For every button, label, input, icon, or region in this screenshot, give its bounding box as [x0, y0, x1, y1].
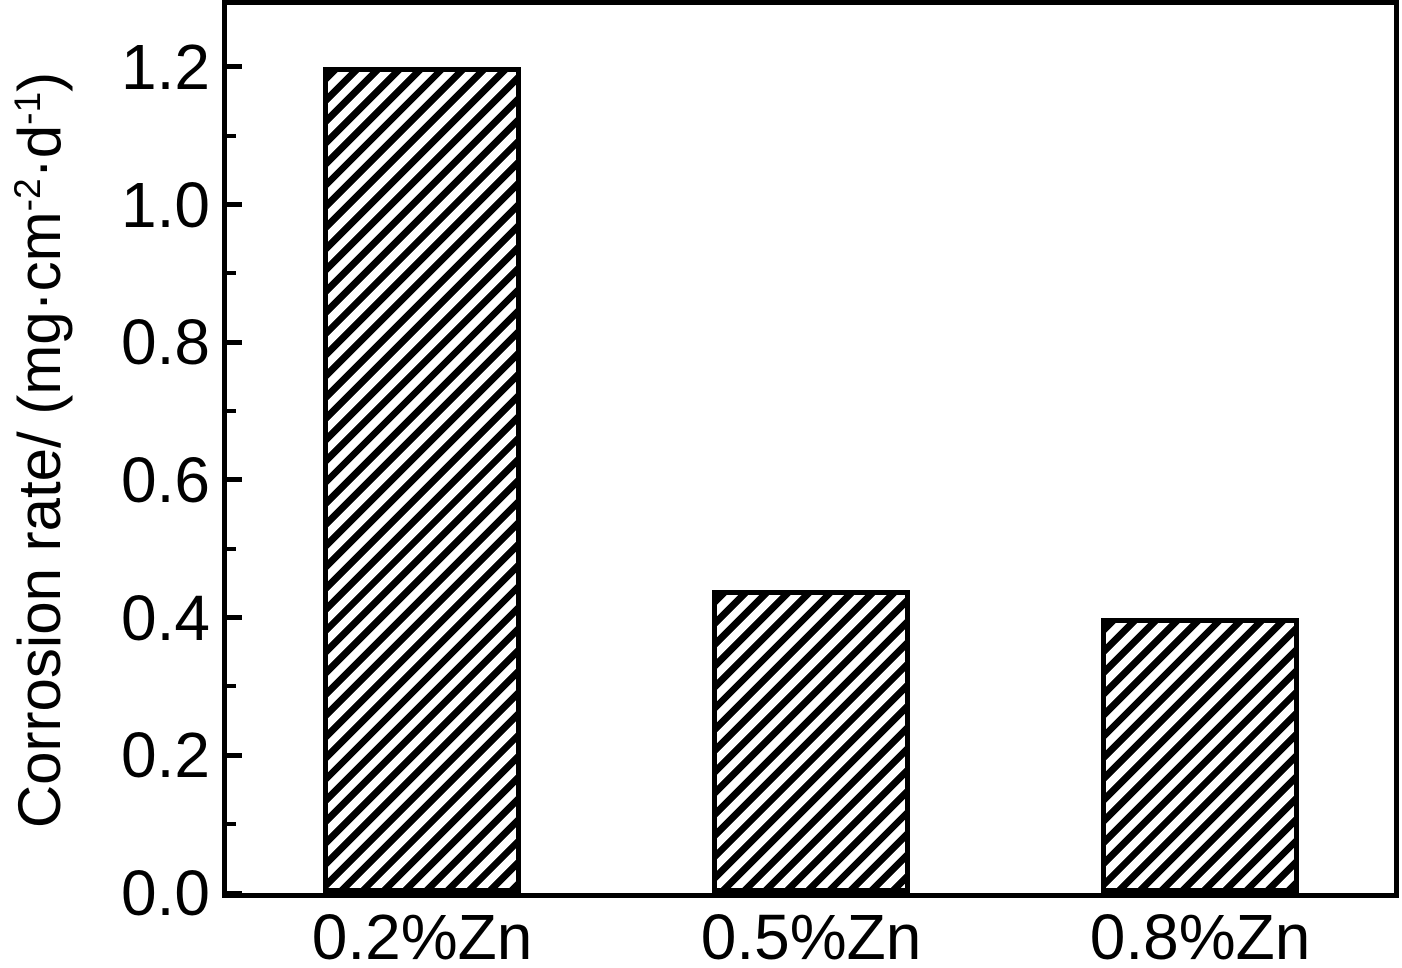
x-category-label: 0.8%Zn [1089, 901, 1311, 968]
y-tick-label: 0.4 [121, 582, 210, 654]
y-minor-tick [227, 271, 236, 275]
y-axis-title-superscript: -1 [5, 91, 48, 125]
y-minor-tick [227, 134, 236, 138]
y-axis-title-superscript: -2 [5, 178, 48, 212]
y-major-tick [227, 891, 242, 896]
bar [712, 590, 910, 893]
y-tick-label: 0.2 [121, 719, 210, 791]
y-tick-label: 0.0 [121, 857, 210, 929]
y-minor-tick [227, 409, 236, 413]
y-major-tick [227, 615, 242, 620]
bar [323, 67, 521, 893]
y-minor-tick [227, 547, 236, 551]
x-category-label: 0.5%Zn [700, 901, 922, 968]
y-major-tick [227, 64, 242, 69]
y-major-tick [227, 340, 242, 345]
y-tick-label: 1.2 [121, 31, 210, 103]
y-major-tick [227, 753, 242, 758]
y-tick-label: 1.0 [121, 169, 210, 241]
y-axis-title-text: Corrosion rate/ (mg·cm [6, 211, 73, 829]
y-axis-title-text: ·d [6, 124, 73, 179]
y-major-tick [227, 477, 242, 482]
y-minor-tick [227, 684, 236, 688]
y-axis-title-text: ) [6, 71, 73, 92]
bar [1101, 618, 1299, 893]
y-tick-label: 0.8 [121, 306, 210, 378]
x-category-label: 0.2%Zn [311, 901, 533, 968]
y-axis-title: Corrosion rate/ (mg·cm-2·d-1) [6, 72, 73, 828]
y-major-tick [227, 202, 242, 207]
y-minor-tick [227, 822, 236, 826]
plot-area [222, 0, 1399, 898]
y-tick-label: 0.6 [121, 444, 210, 516]
